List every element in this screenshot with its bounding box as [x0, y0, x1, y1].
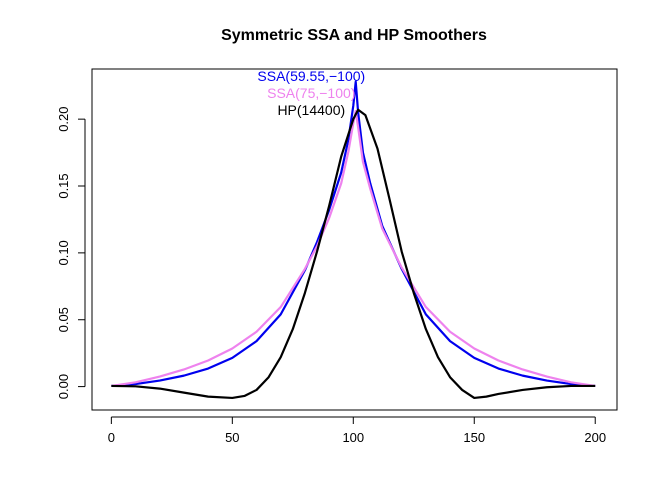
legend-label-0: SSA(59.55,−100)	[257, 68, 365, 84]
chart-title: Symmetric SSA and HP Smoothers	[221, 27, 487, 44]
x-tick-label: 200	[584, 430, 606, 445]
x-tick-label: 100	[342, 430, 364, 445]
y-tick-label: 0.20	[56, 106, 71, 131]
series-group	[111, 80, 596, 400]
legend: SSA(59.55,−100)SSA(75,−100)HP(14400)	[257, 68, 365, 118]
series-line-0	[111, 80, 596, 388]
axes: 0 50 100 150 200 0.00 0.05 0.10 0.15 0.20	[56, 106, 606, 445]
y-tick-label: 0.10	[56, 240, 71, 265]
x-tick-label: 50	[225, 430, 239, 445]
series-line-1	[111, 110, 596, 388]
y-tick-label: 0.05	[56, 307, 71, 332]
series-line-2	[111, 108, 596, 400]
x-tick-label: 0	[108, 430, 115, 445]
plot-frame	[91, 68, 618, 411]
legend-label-2: HP(14400)	[277, 102, 345, 118]
y-tick-label: 0.00	[56, 374, 71, 399]
legend-label-1: SSA(75,−100)	[267, 85, 355, 101]
y-tick-label: 0.15	[56, 173, 71, 198]
x-tick-label: 150	[463, 430, 485, 445]
